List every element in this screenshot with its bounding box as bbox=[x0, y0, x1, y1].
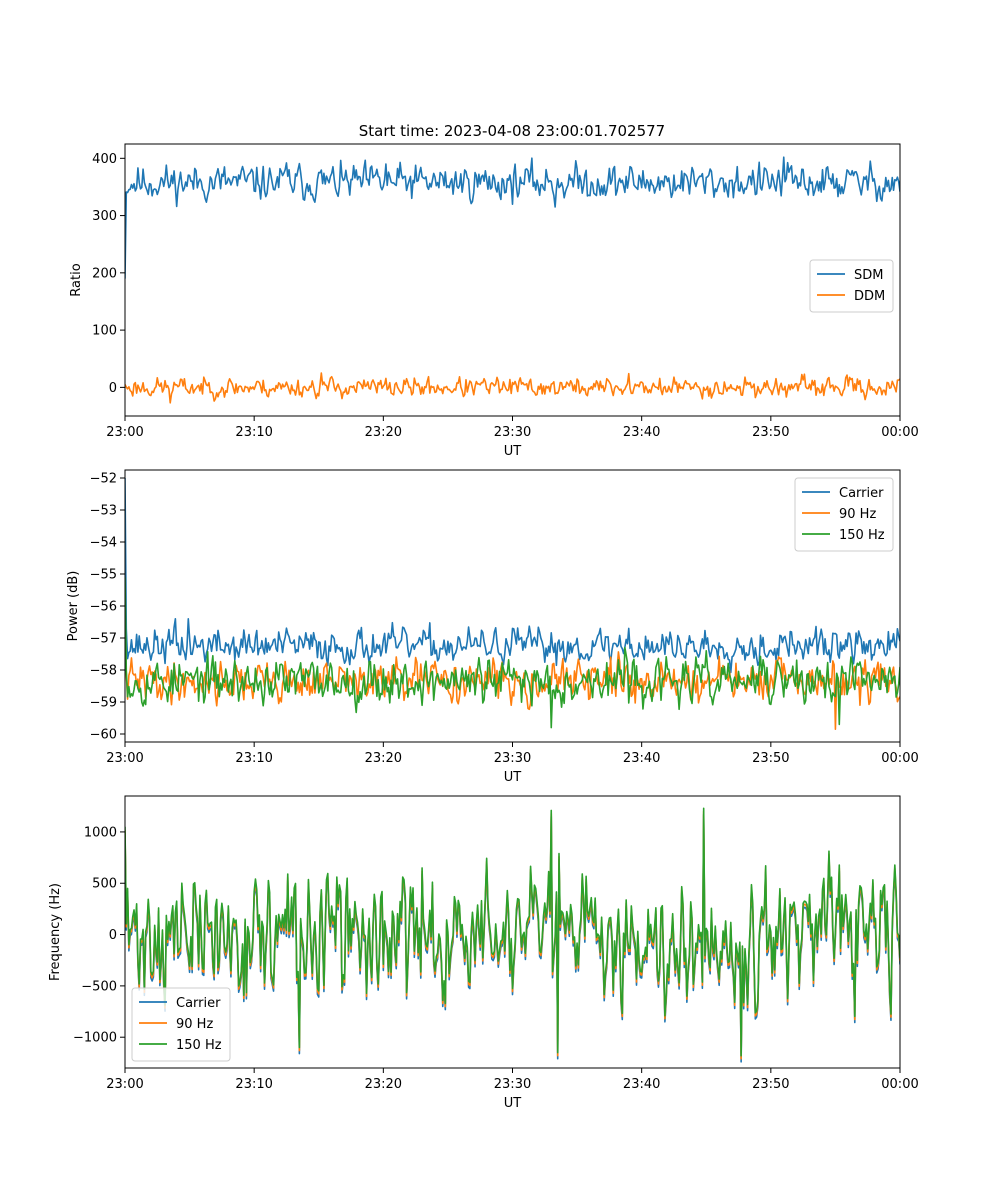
ratio-ddm-series-line bbox=[125, 372, 900, 404]
frequency-legend-label-150-hz: 150 Hz bbox=[176, 1038, 222, 1053]
frequency-x-tick-label: 23:50 bbox=[752, 1077, 789, 1092]
ratio-y-tick-label: 200 bbox=[92, 266, 117, 281]
ratio-y-tick-label: 300 bbox=[92, 209, 117, 224]
ratio-y-tick-label: 100 bbox=[92, 324, 117, 339]
ratio-y-tick-label: 400 bbox=[92, 152, 117, 167]
power-axes-frame bbox=[124, 469, 901, 743]
power-90-hz-series-line bbox=[125, 605, 900, 730]
power-legend-label-carrier: Carrier bbox=[839, 486, 884, 501]
frequency-panel: 23:00 23:10 23:20 23:30 23:40 23:50 00:00 −1000… bbox=[48, 795, 919, 1111]
power-x-tick-label: 23:30 bbox=[494, 751, 531, 766]
power-x-tick-label: 23:50 bbox=[752, 751, 789, 766]
power-carrier-series-line bbox=[125, 477, 900, 674]
power-x-tick-label: 00:00 bbox=[881, 751, 918, 766]
frequency-legend-label-90-hz: 90 Hz bbox=[176, 1017, 213, 1032]
ratio-panel: 23:00 23:10 23:20 23:30 23:40 23:50 00:00 0 100 2… bbox=[69, 143, 919, 459]
power-x-tick-label: 23:40 bbox=[623, 751, 660, 766]
chart-title: Start time: 2023-04-08 23:00:01.702577 bbox=[359, 122, 665, 140]
power-legend-label-150-hz: 150 Hz bbox=[839, 528, 885, 543]
frequency-x-tick-label: 23:40 bbox=[623, 1077, 660, 1092]
frequency-x-tick-label: 23:30 bbox=[494, 1077, 531, 1092]
ratio-x-tick-label: 23:30 bbox=[494, 425, 531, 440]
frequency-legend: Carrier 90 Hz 150 Hz bbox=[131, 987, 231, 1062]
ratio-y-tick-label: 0 bbox=[109, 381, 117, 396]
ratio-x-tick-label: 00:00 bbox=[881, 425, 918, 440]
frequency-x-tick-label: 23:00 bbox=[106, 1077, 143, 1092]
frequency-y-axis-label: Frequency (Hz) bbox=[48, 883, 63, 981]
ratio-x-tick-label: 23:20 bbox=[365, 425, 402, 440]
power-x-tick-label: 23:20 bbox=[365, 751, 402, 766]
power-panel: 23:00 23:10 23:20 23:30 23:40 23:50 00:00 −60 −5… bbox=[66, 469, 919, 785]
ratio-x-tick-label: 23:10 bbox=[235, 425, 272, 440]
power-y-tick-label: −55 bbox=[90, 568, 117, 583]
frequency-x-tick-label: 23:20 bbox=[365, 1077, 402, 1092]
ratio-x-tick-label: 23:00 bbox=[106, 425, 143, 440]
power-y-tick-label: −54 bbox=[90, 536, 117, 551]
power-y-tick-label: −56 bbox=[90, 600, 117, 615]
frequency-y-tick-label: −1000 bbox=[73, 1031, 117, 1046]
power-y-tick-label: −60 bbox=[90, 728, 117, 743]
power-y-tick-label: −57 bbox=[90, 632, 117, 647]
power-y-tick-label: −53 bbox=[90, 504, 117, 519]
frequency-y-tick-label: −500 bbox=[81, 979, 117, 994]
frequency-150-hz-series-line bbox=[125, 807, 900, 1057]
ratio-legend: SDM DDM bbox=[809, 259, 894, 313]
power-x-tick-label: 23:10 bbox=[235, 751, 272, 766]
ratio-y-axis-label: Ratio bbox=[69, 263, 84, 296]
ratio-x-tick-label: 23:40 bbox=[623, 425, 660, 440]
power-y-axis-label: Power (dB) bbox=[66, 571, 81, 642]
power-y-tick-label: −52 bbox=[90, 472, 117, 487]
ratio-axes-frame bbox=[124, 143, 901, 417]
frequency-y-tick-label: 1000 bbox=[84, 825, 117, 840]
ratio-legend-label-sdm: SDM bbox=[854, 268, 883, 283]
power-y-tick-label: −59 bbox=[90, 696, 117, 711]
frequency-x-tick-label: 00:00 bbox=[881, 1077, 918, 1092]
ratio-x-axis-label: UT bbox=[504, 444, 522, 459]
ratio-legend-label-ddm: DDM bbox=[854, 289, 885, 304]
frequency-y-tick-label: 0 bbox=[109, 928, 117, 943]
frequency-x-axis-label: UT bbox=[504, 1096, 522, 1111]
power-legend-label-90-hz: 90 Hz bbox=[839, 507, 876, 522]
power-150-hz-series-line bbox=[125, 577, 900, 729]
power-x-tick-label: 23:00 bbox=[106, 751, 143, 766]
ratio-x-tick-label: 23:50 bbox=[752, 425, 789, 440]
frequency-x-tick-label: 23:10 bbox=[235, 1077, 272, 1092]
frequency-legend-label-carrier: Carrier bbox=[176, 996, 221, 1011]
power-x-axis-label: UT bbox=[504, 770, 522, 785]
ratio-sdm-series-line bbox=[125, 156, 900, 279]
frequency-y-tick-label: 500 bbox=[92, 877, 117, 892]
power-legend: Carrier 90 Hz 150 Hz bbox=[794, 477, 894, 552]
power-y-tick-label: −58 bbox=[90, 664, 117, 679]
